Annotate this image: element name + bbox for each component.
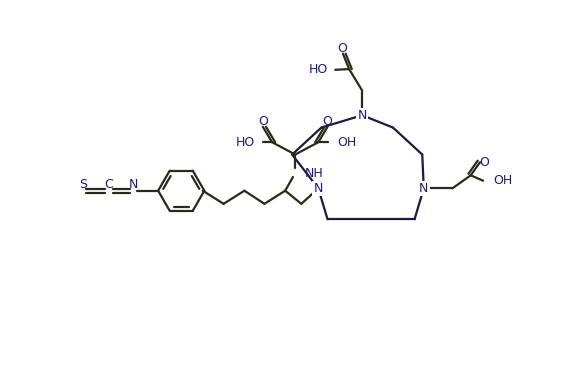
Text: N: N	[313, 182, 323, 195]
Text: N: N	[358, 109, 367, 122]
Text: HO: HO	[309, 63, 328, 76]
Text: N: N	[419, 182, 429, 195]
Text: N: N	[129, 178, 138, 191]
Text: S: S	[79, 178, 88, 191]
Text: O: O	[337, 42, 347, 55]
Text: O: O	[322, 115, 332, 128]
Text: O: O	[259, 115, 268, 128]
Text: C: C	[104, 178, 113, 191]
Text: OH: OH	[493, 174, 512, 187]
Text: OH: OH	[338, 136, 357, 149]
Text: O: O	[480, 156, 490, 169]
Text: NH: NH	[305, 167, 323, 180]
Text: HO: HO	[236, 136, 255, 149]
